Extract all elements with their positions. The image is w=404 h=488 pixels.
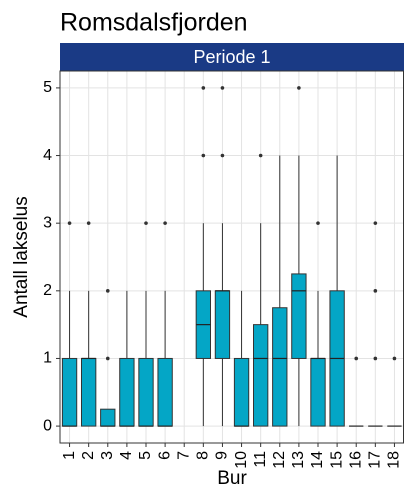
- box: [61, 357, 78, 427]
- outlier: [105, 289, 110, 293]
- outlier: [373, 289, 378, 293]
- facet-label: Periode 1: [193, 47, 270, 67]
- outlier: [297, 86, 301, 90]
- y-axis-title: Antall lakselus: [11, 196, 32, 317]
- x-tick-label: 17: [367, 451, 384, 469]
- outlier: [201, 153, 206, 158]
- outlier: [316, 221, 320, 225]
- box: [253, 324, 269, 427]
- outlier: [354, 356, 359, 361]
- outlier: [201, 86, 206, 90]
- outlier: [105, 356, 110, 361]
- box: [100, 408, 116, 427]
- x-tick-label: 7: [175, 451, 192, 460]
- x-tick-label: 1: [61, 451, 78, 460]
- x-tick-label: 16: [347, 451, 364, 469]
- outlier: [220, 153, 225, 158]
- outlier: [67, 221, 72, 225]
- x-tick-label: 3: [99, 451, 116, 460]
- plot-background: [60, 71, 404, 443]
- box: [119, 357, 135, 427]
- x-tick-label: 4: [118, 451, 135, 460]
- x-tick-label: 18: [386, 451, 403, 469]
- facet-strip: [60, 43, 404, 71]
- outlier: [220, 86, 225, 90]
- y-tick-label: 3: [43, 214, 52, 231]
- x-tick-label: 13: [290, 451, 307, 469]
- x-tick-label: 15: [328, 451, 345, 469]
- x-tick-label: 5: [137, 451, 154, 460]
- x-tick-label: 14: [309, 451, 326, 469]
- box: [233, 357, 250, 427]
- box: [157, 357, 173, 427]
- outlier: [392, 356, 397, 361]
- y-tick-label: 0: [43, 417, 52, 434]
- box: [138, 357, 154, 427]
- y-tick-label: 1: [43, 350, 52, 367]
- x-tick-label: 12: [271, 451, 288, 469]
- outlier: [373, 356, 378, 361]
- outlier: [163, 221, 167, 225]
- x-tick-label: 10: [233, 451, 250, 469]
- y-tick-label: 2: [43, 282, 52, 299]
- box: [81, 357, 97, 427]
- x-axis-title: Bur: [217, 468, 247, 488]
- x-tick-label: 2: [80, 451, 97, 460]
- x-tick-label: 9: [214, 451, 231, 460]
- chart-title: Romsdalsfjorden: [60, 9, 248, 37]
- y-tick-label: 4: [43, 147, 52, 164]
- x-tick-label: 8: [195, 451, 212, 460]
- box: [214, 290, 231, 359]
- box: [310, 357, 326, 427]
- outlier: [373, 221, 378, 225]
- box: [272, 307, 288, 427]
- x-tick-label: 11: [252, 451, 269, 468]
- outlier: [258, 153, 263, 158]
- outlier: [144, 221, 148, 225]
- outlier: [86, 221, 91, 225]
- x-tick-label: 6: [156, 451, 173, 460]
- y-tick-label: 5: [43, 79, 52, 96]
- box: [291, 273, 307, 359]
